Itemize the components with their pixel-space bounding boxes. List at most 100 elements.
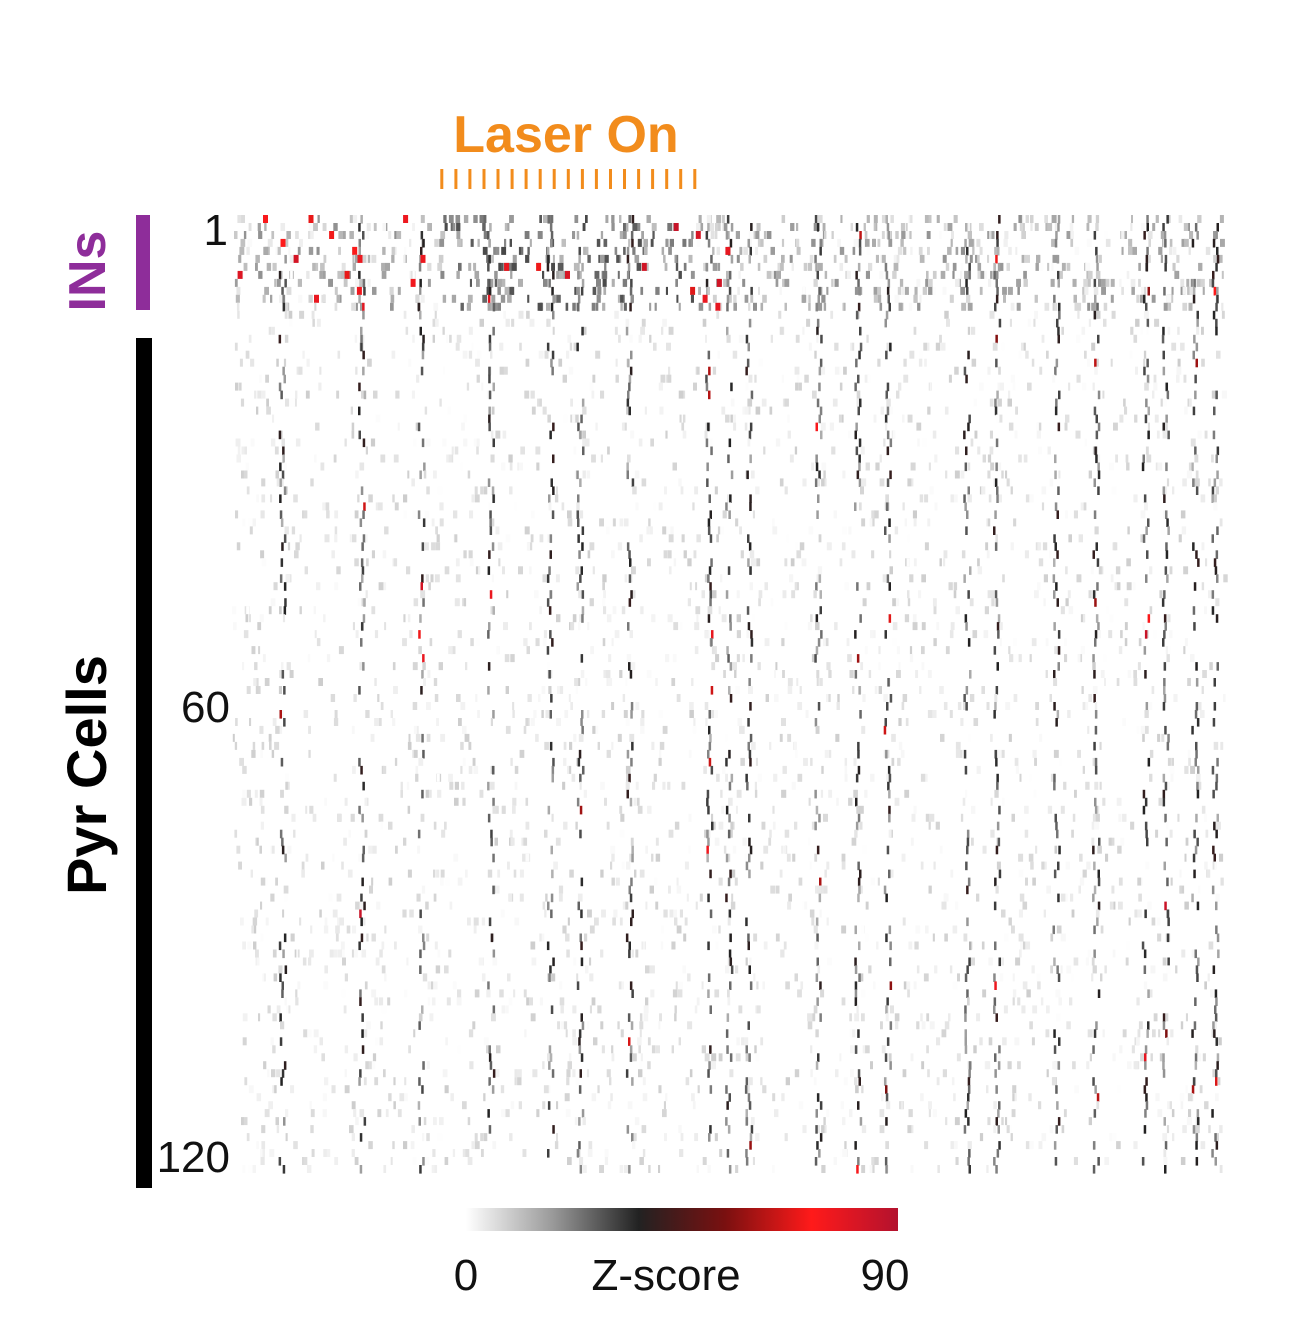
heatmap-cell — [523, 638, 528, 647]
heatmap-cell — [1092, 845, 1095, 855]
heatmap-cell — [995, 885, 999, 894]
heatmap-cell — [336, 294, 341, 303]
heatmap-cell — [873, 286, 878, 295]
heatmap-cell — [990, 733, 993, 742]
heatmap-cell — [1093, 278, 1097, 288]
heatmap-cell — [729, 662, 733, 671]
heatmap-cell — [337, 949, 342, 958]
heatmap-cell — [1182, 286, 1187, 295]
heatmap-cell — [628, 941, 631, 951]
heatmap-cell — [285, 302, 289, 311]
heatmap-cell — [709, 223, 714, 231]
heatmap-cell — [551, 869, 554, 879]
heatmap-cell — [826, 286, 829, 295]
heatmap-cell — [385, 1109, 389, 1118]
heatmap-cell — [328, 893, 333, 902]
heatmap-cell — [1149, 989, 1153, 998]
heatmap-cell — [410, 1141, 415, 1150]
heatmap-cell — [259, 845, 262, 854]
heatmap-cell — [431, 518, 435, 527]
heatmap-cell — [631, 238, 634, 248]
heatmap-cell — [711, 646, 715, 655]
heatmap-cell — [293, 1141, 298, 1150]
heatmap-cell — [631, 215, 635, 224]
heatmap-cell — [255, 686, 259, 694]
heatmap-cell — [840, 1149, 843, 1157]
heatmap-cell — [1112, 949, 1116, 958]
heatmap-cell — [436, 718, 439, 726]
heatmap-cell — [982, 989, 987, 998]
heatmap-cell — [964, 1013, 967, 1022]
heatmap-cell — [490, 933, 494, 943]
heatmap-cell — [526, 646, 530, 655]
heatmap-cell — [960, 262, 964, 271]
y-tick-label-1: 1 — [204, 206, 228, 255]
heatmap-cell — [844, 254, 848, 263]
heatmap-cell — [773, 270, 778, 279]
heatmap-cell — [747, 534, 750, 543]
heatmap-cell — [834, 622, 838, 631]
heatmap-cell — [1093, 694, 1096, 703]
heatmap-cell — [1094, 358, 1097, 368]
heatmap-cell — [630, 1021, 634, 1030]
heatmap-cell — [965, 686, 969, 695]
heatmap-cell — [1083, 502, 1087, 511]
heatmap-cell — [907, 989, 910, 998]
heatmap-cell — [489, 1061, 493, 1070]
heatmap-cell — [688, 254, 693, 263]
heatmap-cell — [626, 470, 629, 480]
heatmap-cell — [825, 638, 829, 647]
heatmap-cell — [601, 1045, 605, 1054]
heatmap-cell — [542, 638, 547, 647]
heatmap-cell — [454, 781, 459, 790]
heatmap-cell — [1160, 350, 1164, 359]
heatmap-cell — [241, 470, 244, 479]
heatmap-cell — [913, 981, 917, 990]
heatmap-cell — [234, 342, 238, 351]
heatmap-cell — [548, 973, 551, 982]
heatmap-cell — [487, 869, 493, 878]
heatmap-cell — [1213, 502, 1218, 511]
heatmap-cell — [674, 917, 678, 926]
heatmap-cell — [407, 614, 411, 623]
heatmap-cell — [859, 821, 863, 830]
heatmap-cell — [363, 901, 366, 911]
heatmap-cell — [716, 215, 721, 223]
heatmap-cell — [707, 606, 713, 615]
heatmap-cell — [707, 1069, 710, 1078]
heatmap-cell — [1096, 989, 1100, 998]
heatmap-cell — [1092, 1045, 1095, 1054]
heatmap-cell — [819, 678, 823, 686]
heatmap-cell — [579, 430, 582, 440]
heatmap-cell — [1164, 725, 1167, 735]
heatmap-cell — [949, 710, 953, 718]
heatmap-cell — [1163, 861, 1166, 871]
heatmap-cell — [563, 821, 568, 830]
heatmap-cell — [1055, 1125, 1058, 1134]
heatmap-cell — [1096, 302, 1099, 312]
heatmap-cell — [488, 254, 491, 264]
heatmap-cell — [932, 430, 937, 439]
heatmap-cell — [1034, 310, 1038, 319]
heatmap-cell — [349, 231, 354, 239]
heatmap-cell — [711, 590, 717, 599]
heatmap-cell — [1147, 757, 1151, 767]
heatmap-cell — [1056, 829, 1059, 839]
heatmap-cell — [606, 821, 610, 830]
heatmap-cell — [352, 215, 358, 223]
heatmap-cell — [913, 558, 917, 567]
heatmap-cell — [861, 925, 865, 934]
heatmap-cell — [1014, 757, 1019, 766]
heatmap-cell — [974, 430, 978, 439]
heatmap-cell — [1068, 382, 1071, 391]
heatmap-cell — [816, 270, 819, 280]
heatmap-cell — [371, 254, 377, 263]
heatmap-cell — [1210, 989, 1214, 998]
heatmap-cell — [1097, 390, 1101, 400]
heatmap-cell — [305, 390, 310, 399]
heatmap-cell — [628, 238, 631, 247]
heatmap-cell — [726, 334, 731, 343]
heatmap-cell — [1162, 398, 1168, 407]
heatmap-cell — [422, 598, 425, 607]
heatmap-cell — [495, 246, 500, 255]
